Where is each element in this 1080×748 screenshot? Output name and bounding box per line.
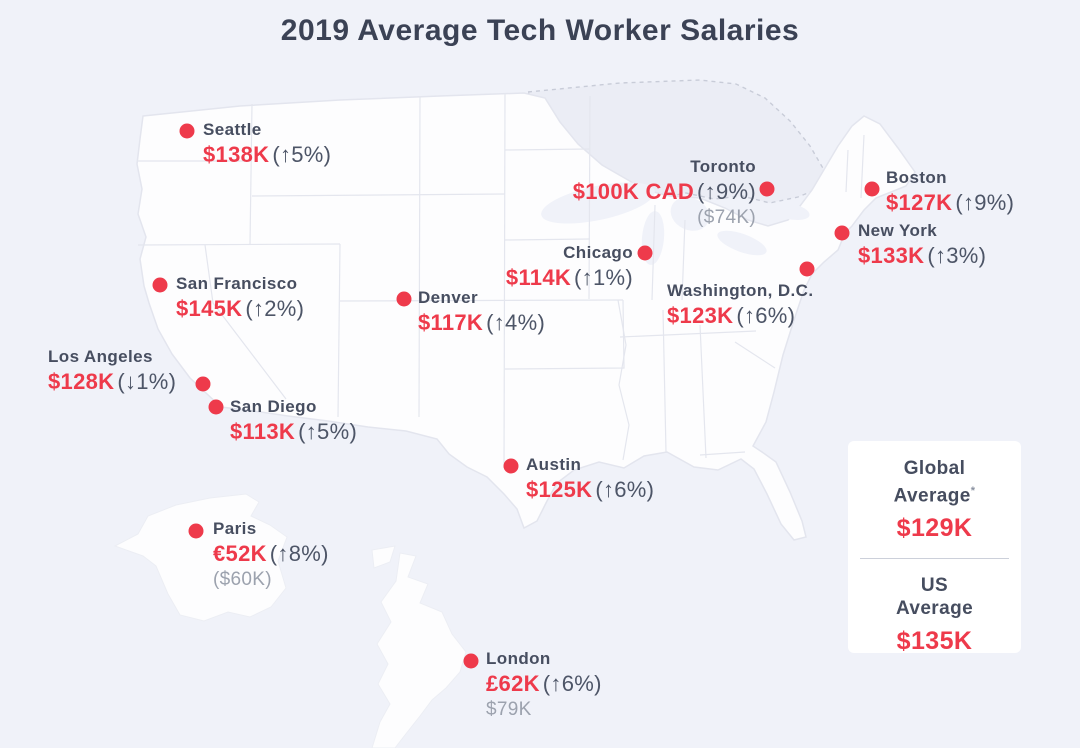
salary-value: €52K: [213, 541, 267, 566]
salary-value: $123K: [667, 303, 734, 328]
austin-label: Austin $125K (↑6%): [526, 455, 654, 502]
boston-label: Boston $127K (↑9%): [886, 168, 1014, 215]
city-name: New York: [858, 221, 938, 240]
salary-value: $113K: [230, 419, 296, 444]
city-name: Los Angeles: [48, 347, 153, 366]
salary-value: $145K: [176, 296, 243, 321]
salary-change: (↑9%): [697, 179, 756, 204]
city-name: Austin: [526, 455, 582, 474]
seattle-label: Seattle $138K (↑5%): [203, 120, 331, 167]
seattle-dot: [179, 123, 195, 139]
us-map-shape: [136, 92, 916, 541]
salary-value: £62K: [486, 671, 540, 696]
global-average-value: $129K: [896, 514, 973, 543]
los-angeles-label: Los Angeles $128K (↓1%): [48, 347, 176, 394]
city-name: Chicago: [563, 243, 633, 262]
san-diego-label: San Diego $113K (↑5%): [230, 397, 357, 444]
salary-value: $125K: [526, 477, 593, 502]
city-name: Washington, D.C.: [667, 281, 814, 300]
salary-change: (↑5%): [298, 419, 358, 444]
london-label: London £62K (↑6%) $79K: [486, 649, 602, 721]
city-name: Paris: [213, 519, 257, 538]
footnote-asterisk: *: [970, 485, 976, 497]
averages-card: Global Average* $129K US Average $135K: [848, 441, 1021, 656]
denver-label: Denver $117K (↑4%): [418, 288, 545, 335]
new-york-label: New York $133K (↑3%): [858, 221, 986, 268]
salary-conversion: ($74K): [697, 207, 756, 228]
washington-dc-dot: [799, 261, 815, 277]
state-borders: [137, 92, 865, 469]
san-francisco-label: San Francisco $145K (↑2%): [176, 274, 304, 321]
us-average-label: US Average: [895, 575, 974, 620]
paris-dot: [188, 523, 204, 539]
toronto-dot: [759, 181, 775, 197]
card-divider: [860, 558, 1009, 560]
salary-change: (↑6%): [542, 671, 602, 696]
france-shape: [113, 493, 288, 622]
toronto-label: Toronto $100K CAD (↑9%) ($74K): [573, 157, 756, 229]
washington-dc-label: Washington, D.C. $123K (↑6%): [667, 281, 813, 328]
salary-change: (↑9%): [955, 190, 1015, 215]
city-name: London: [486, 649, 551, 668]
salary-value: $100K CAD: [572, 179, 695, 204]
scotland-isles-shape: [371, 545, 396, 569]
salary-value: $133K: [858, 243, 925, 268]
city-name: Toronto: [690, 157, 756, 176]
city-name: Boston: [886, 168, 947, 187]
san-francisco-dot: [152, 277, 168, 293]
salary-value: $127K: [886, 190, 953, 215]
paris-label: Paris €52K (↑8%) ($60K): [213, 519, 329, 591]
page-title: 2019 Average Tech Worker Salaries: [280, 14, 800, 47]
city-name: Denver: [418, 288, 479, 307]
salary-value: $114K: [505, 265, 572, 290]
uk-shape: [371, 552, 467, 748]
salary-change: (↑8%): [269, 541, 329, 566]
salary-conversion: $79K: [486, 699, 532, 720]
city-name: San Francisco: [176, 274, 298, 293]
chicago-dot: [637, 245, 653, 261]
london-dot: [463, 653, 479, 669]
boston-dot: [864, 181, 880, 197]
los-angeles-dot: [195, 376, 211, 392]
salary-change: (↑4%): [486, 310, 546, 335]
salary-change: (↓1%): [117, 369, 177, 394]
salary-change: (↑6%): [595, 477, 655, 502]
city-name: San Diego: [230, 397, 317, 416]
denver-dot: [396, 291, 412, 307]
new-york-dot: [834, 225, 850, 241]
chicago-label: Chicago $114K (↑1%): [506, 243, 633, 290]
austin-dot: [503, 458, 519, 474]
salary-change: (↑6%): [736, 303, 796, 328]
salary-value: $128K: [48, 369, 115, 394]
salary-value: $138K: [203, 142, 270, 167]
salary-change: (↑5%): [272, 142, 332, 167]
salary-change: (↑1%): [574, 265, 633, 290]
salary-value: $117K: [418, 310, 484, 335]
us-average-value: $135K: [896, 627, 973, 656]
salary-conversion: ($60K): [213, 569, 272, 590]
san-diego-dot: [208, 399, 224, 415]
global-average-label: Global Average*: [893, 458, 976, 507]
salary-change: (↑3%): [927, 243, 987, 268]
salary-change: (↑2%): [245, 296, 305, 321]
city-name: Seattle: [203, 120, 262, 139]
great-lakes: [541, 182, 810, 265]
